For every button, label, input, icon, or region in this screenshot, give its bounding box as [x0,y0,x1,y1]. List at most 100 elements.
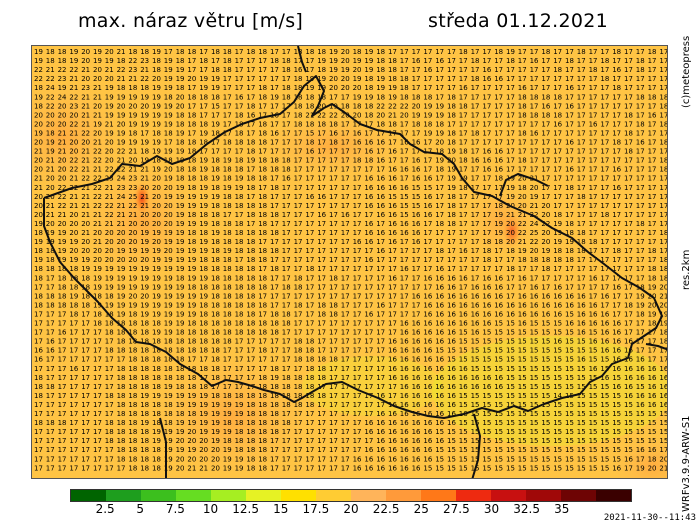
gust-value: 18 [388,66,397,74]
gust-value: 17 [577,66,586,74]
gust-value: 17 [317,130,326,138]
gust-value: 18 [187,238,196,246]
gust-value: 19 [494,220,503,228]
gust-value: 17 [506,84,515,92]
gust-value: 17 [329,428,338,436]
gust-value: 17 [353,202,362,210]
gust-value: 18 [176,383,185,391]
gust-value: 17 [577,120,586,128]
gust-value: 20 [648,301,657,309]
gust-value: 18 [459,102,468,110]
gust-value: 18 [659,265,668,273]
gust-value: 16 [459,274,468,282]
gust-value: 23 [69,102,78,110]
gust-value: 20 [93,130,102,138]
gust-value: 17 [364,292,373,300]
gust-value: 15 [518,374,527,382]
gust-value: 18 [258,301,267,309]
gust-value: 18 [140,455,149,463]
gust-value: 15 [648,428,657,436]
gust-value: 16 [46,347,55,355]
gust-value: 14 [553,392,562,400]
gust-value: 18 [294,356,303,364]
gust-value: 18 [58,301,67,309]
gust-value: 15 [565,419,574,427]
gust-value: 17 [636,111,645,119]
gust-value: 17 [81,329,90,337]
calm-area-south-central [302,356,442,416]
gust-value: 16 [471,301,480,309]
gust-value: 18 [329,356,338,364]
gust-value: 15 [659,410,668,418]
gust-value: 16 [353,238,362,246]
gust-value: 17 [305,57,314,65]
gust-value: 16 [447,320,456,328]
gust-value: 17 [270,292,279,300]
gust-value: 18 [270,247,279,255]
gust-value: 17 [565,274,574,282]
gust-value: 17 [541,139,550,147]
gust-value: 19 [69,57,78,65]
gust-value: 17 [400,238,409,246]
gust-value: 17 [553,75,562,83]
gust-value: 17 [341,428,350,436]
gust-value: 17 [400,247,409,255]
gust-value: 21 [659,292,668,300]
gust-value: 15 [600,365,609,373]
gust-value: 15 [494,455,503,463]
gust-value: 17 [34,311,43,319]
gust-value: 18 [199,229,208,237]
gust-value: 19 [187,311,196,319]
gust-value: 18 [187,139,196,147]
gust-value: 17 [317,238,326,246]
gust-value: 17 [317,247,326,255]
gust-value: 15 [589,356,598,364]
gust-value: 22 [117,66,126,74]
gust-value: 20 [140,184,149,192]
gust-value: 19 [140,139,149,147]
gust-value: 17 [294,148,303,156]
gust-value: 17 [435,202,444,210]
gust-value: 16 [624,392,633,400]
gust-value: 17 [494,256,503,264]
gust-value: 20 [353,66,362,74]
gust-value: 19 [636,464,645,472]
gust-value: 19 [176,229,185,237]
gust-value: 16 [388,455,397,463]
gust-value: 22 [518,229,527,237]
gust-value: 18 [565,57,574,65]
gust-value: 16 [471,383,480,391]
gust-value: 17 [69,401,78,409]
gust-value: 22 [140,75,149,83]
south-border-segment [471,413,481,478]
gust-value: 15 [447,437,456,445]
legend-color-15 [561,490,596,501]
gust-value: 18 [246,283,255,291]
gust-value: 18 [518,102,527,110]
gust-value: 19 [235,464,244,472]
gust-value: 19 [140,157,149,165]
gust-value: 20 [176,464,185,472]
gust-value: 16 [376,428,385,436]
gust-value: 20 [93,229,102,237]
gust-value: 16 [624,347,633,355]
gust-value: 18 [235,220,244,228]
gust-value: 18 [199,347,208,355]
gust-value: 17 [294,437,303,445]
gust-value: 20 [128,292,137,300]
gust-value: 17 [648,139,657,147]
gust-value: 19 [164,111,173,119]
gust-value: 17 [553,184,562,192]
wind-gust-map[interactable]: 19 18 18 19 20 19 20 21 18 18 19 17 18 18 17 18 18 17 18 18… [31,45,668,479]
gust-value: 18 [34,102,43,110]
gust-value: 17 [305,410,314,418]
gust-value: 17 [329,220,338,228]
gust-value: 19 [117,247,126,255]
gust-value: 16 [400,401,409,409]
gust-value: 18 [211,329,220,337]
gust-value: 16 [376,247,385,255]
gust-value: 17 [294,166,303,174]
gust-value: 21 [81,148,90,156]
gust-value: 15 [589,347,598,355]
gust-value: 15 [553,365,562,373]
